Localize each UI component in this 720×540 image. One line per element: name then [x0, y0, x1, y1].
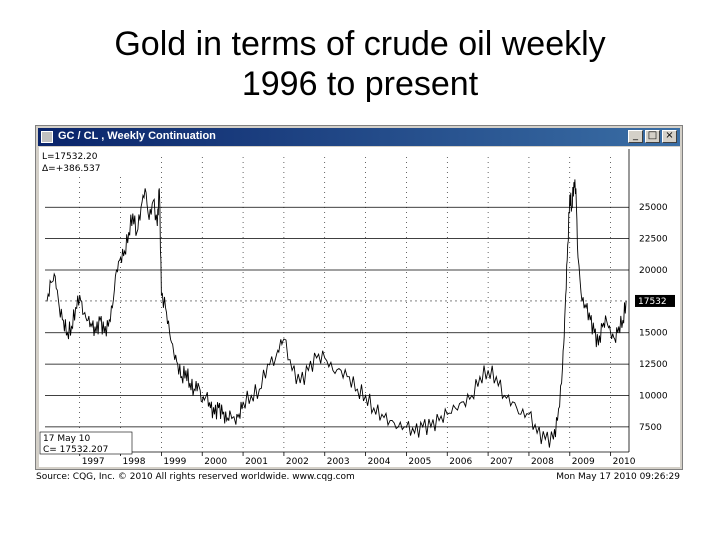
y-tick-label: 7500	[639, 423, 662, 433]
y-tick-label: 20000	[639, 266, 668, 276]
x-tick-label: 2004	[368, 457, 391, 467]
readout-last: L=17532.20	[42, 152, 98, 162]
x-tick-label: 2002	[286, 457, 309, 467]
close-button[interactable]: ×	[662, 130, 677, 143]
x-tick-label: 2005	[408, 457, 431, 467]
maximize-button[interactable]: □	[645, 130, 660, 143]
y-tick-label: 25000	[639, 203, 668, 213]
app-icon	[41, 131, 53, 143]
readout-delta: Δ=+386.537	[42, 164, 100, 174]
readout-close: C= 17532.207	[43, 445, 108, 455]
chart-svg: 7500 10000 12500 15000 20000 22500 25000 1997 19…	[39, 149, 675, 467]
x-tick-label: 2010	[613, 457, 636, 467]
x-tick-label: 2003	[327, 457, 350, 467]
chart-area: 7500 10000 12500 15000 20000 22500 25000 1997 19…	[39, 147, 680, 467]
y-tick-label: 22500	[639, 235, 668, 245]
chart-window: GC / CL , Weekly Continuation _ □ × 7500…	[35, 125, 683, 470]
current-value-marker	[635, 294, 675, 307]
x-tick-label: 1998	[123, 457, 146, 467]
x-tick-label: 2008	[531, 457, 554, 467]
y-tick-label: 12500	[639, 360, 668, 370]
y-tick-label: 10000	[639, 392, 668, 402]
x-tick-label: 2009	[572, 457, 595, 467]
readout-box: L=17532.20 Δ=+386.537	[40, 149, 130, 175]
readout-date: 17 May 10	[43, 434, 91, 444]
window-title: GC / CL , Weekly Continuation	[58, 130, 216, 142]
x-tick-label: 2006	[449, 457, 472, 467]
timestamp: Mon May 17 2010 09:26:29	[556, 472, 680, 482]
x-tick-label: 2001	[245, 457, 268, 467]
current-value-label: 17532	[638, 297, 667, 307]
slide-title-line1: Gold in terms of crude oil weekly	[114, 25, 606, 63]
x-tick-label: 2007	[490, 457, 513, 467]
x-tick-label: 2000	[204, 457, 227, 467]
readout-bottom-box: 17 May 10 C= 17532.207	[39, 431, 133, 455]
source-credit: Source: CQG, Inc. © 2010 All rights rese…	[36, 472, 355, 482]
slide-title: Gold in terms of crude oil weekly 1996 t…	[0, 24, 720, 104]
series-line-gold-oil-ratio	[46, 179, 627, 448]
x-tick-label: 1999	[163, 457, 186, 467]
x-tick-label: 1997	[82, 457, 105, 467]
minimize-button[interactable]: _	[628, 130, 643, 143]
window-title-bar[interactable]: GC / CL , Weekly Continuation _ □ ×	[38, 128, 680, 146]
y-tick-label: 15000	[639, 329, 668, 339]
slide-title-line2: 1996 to present	[241, 65, 479, 103]
